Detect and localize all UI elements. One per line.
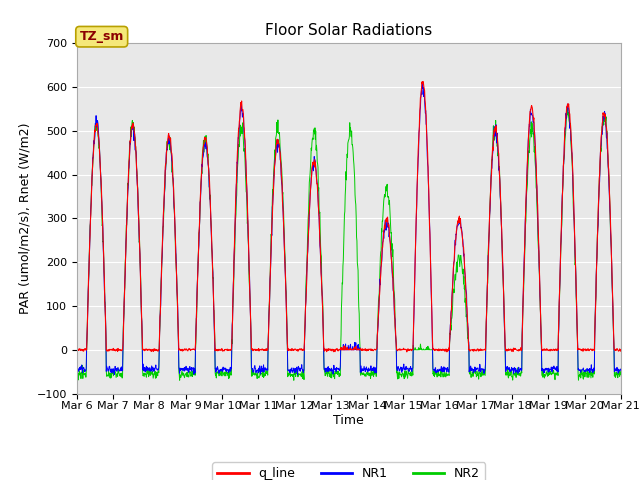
q_line (434, 347, 442, 353)
Text: TZ_sm: TZ_sm (79, 30, 124, 43)
NR1 (617, 367, 625, 372)
q_line (255, 346, 262, 351)
NR2 (290, 377, 298, 383)
NR1 (434, 369, 442, 375)
NR2 (434, 373, 442, 379)
q_line (73, 347, 81, 353)
NR2 (553, 371, 561, 376)
q_line (194, 269, 202, 275)
q_line (180, 346, 188, 352)
Line: NR2: NR2 (77, 106, 621, 380)
q_line (443, 349, 451, 355)
NR2 (617, 372, 625, 377)
Line: q_line: q_line (77, 82, 621, 352)
NR2 (180, 375, 188, 381)
NR1 (255, 365, 262, 371)
Title: Floor Solar Radiations: Floor Solar Radiations (265, 23, 433, 38)
Y-axis label: PAR (umol/m2/s), Rnet (W/m2): PAR (umol/m2/s), Rnet (W/m2) (18, 123, 31, 314)
NR2 (505, 375, 513, 381)
q_line (617, 348, 625, 354)
X-axis label: Time: Time (333, 414, 364, 427)
NR2 (564, 103, 572, 109)
NR1 (553, 368, 561, 374)
NR1 (180, 365, 188, 371)
NR2 (73, 376, 81, 382)
NR1 (294, 372, 301, 378)
NR1 (194, 265, 202, 271)
NR2 (194, 269, 202, 275)
q_line (553, 348, 561, 353)
NR2 (255, 375, 262, 381)
NR1 (419, 81, 426, 86)
Legend: q_line, NR1, NR2: q_line, NR1, NR2 (212, 462, 485, 480)
q_line (419, 79, 427, 84)
NR1 (73, 365, 81, 371)
NR1 (505, 364, 513, 370)
q_line (505, 348, 513, 353)
Line: NR1: NR1 (77, 84, 621, 375)
